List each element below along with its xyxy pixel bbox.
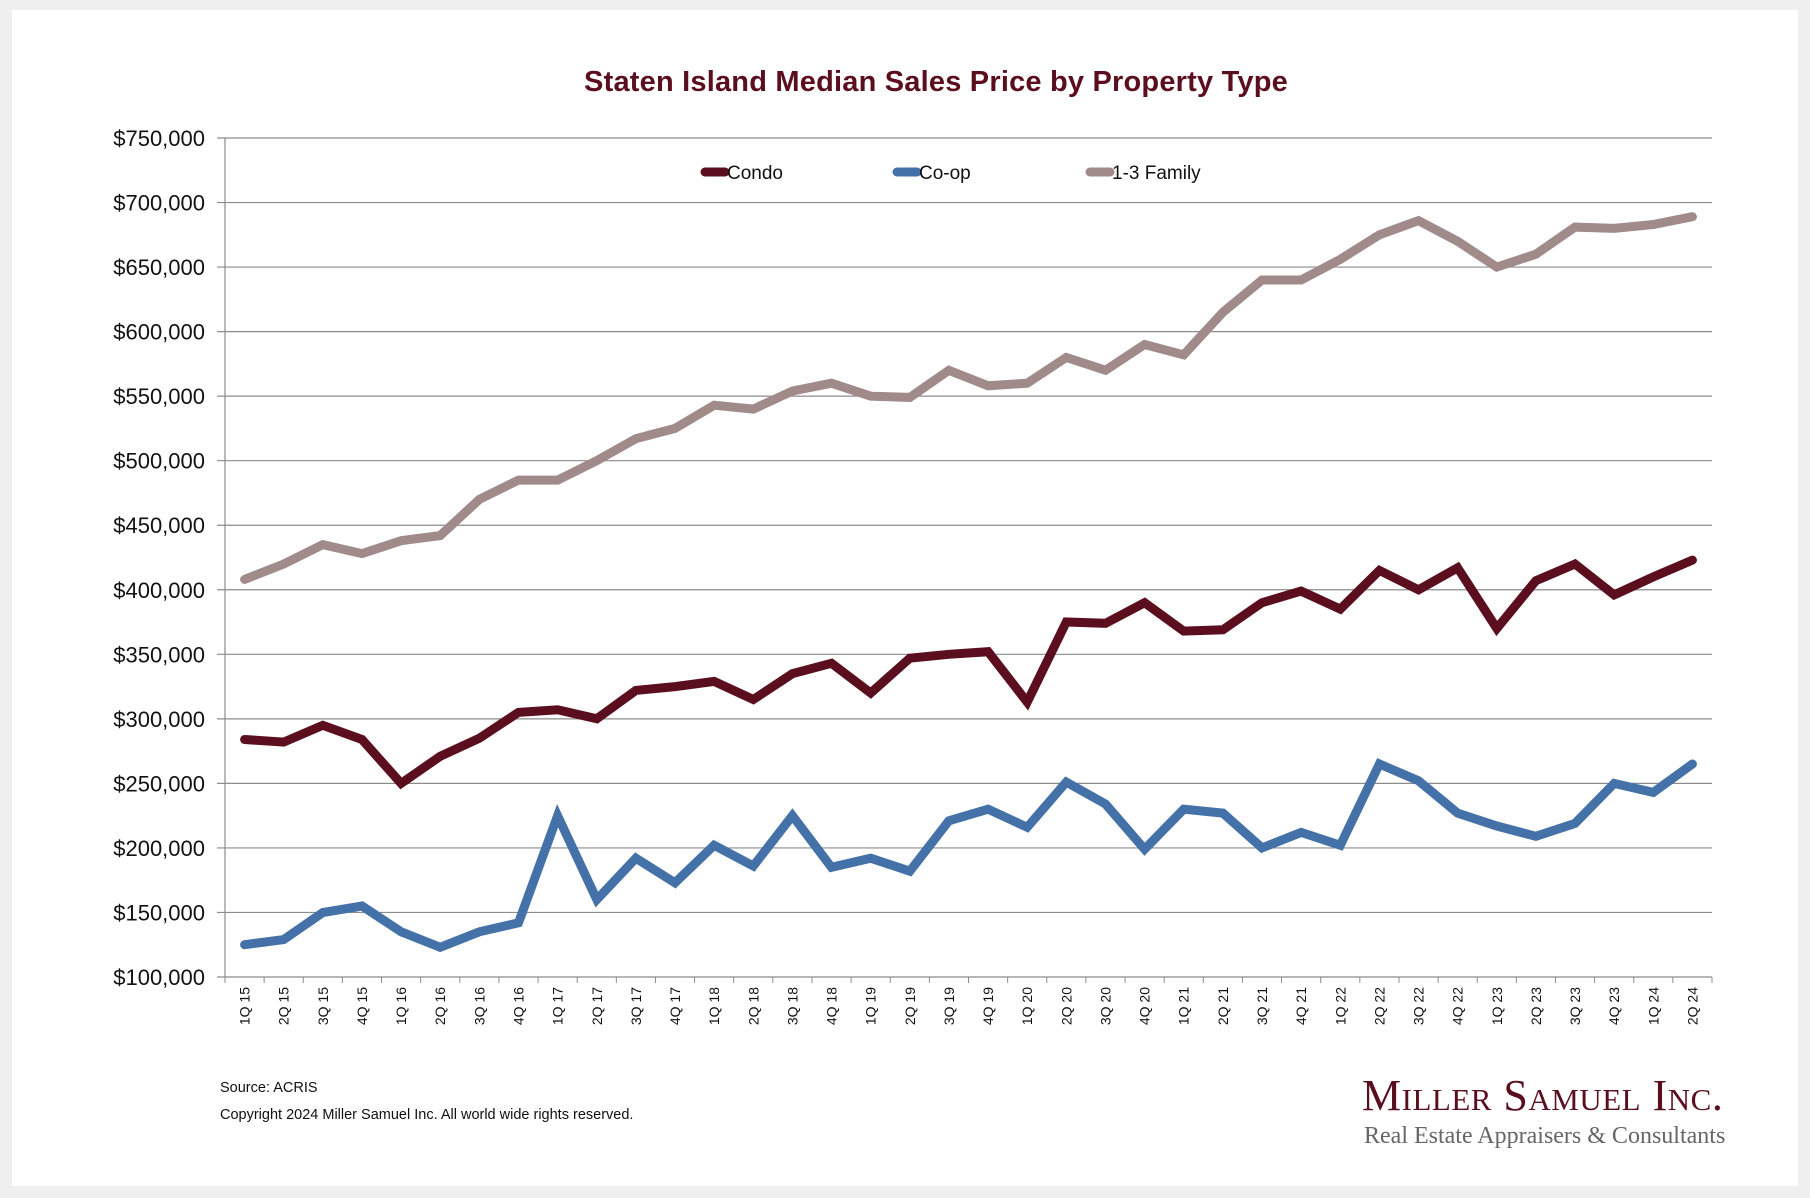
x-tick-label: 2Q 17 xyxy=(589,987,605,1025)
y-tick-label: $300,000 xyxy=(113,707,205,732)
company-logo-tagline: Real Estate Appraisers & Consultants xyxy=(1364,1123,1726,1149)
x-tick-label: 3Q 15 xyxy=(315,987,331,1025)
y-tick-label: $200,000 xyxy=(113,836,205,861)
series-line-1-3-family xyxy=(240,212,1697,584)
x-tick-label: 3Q 19 xyxy=(941,987,957,1025)
x-tick-label: 2Q 21 xyxy=(1215,987,1231,1025)
y-tick-label: $650,000 xyxy=(113,255,205,280)
y-tick-label: $450,000 xyxy=(113,513,205,538)
x-tick-label: 2Q 16 xyxy=(432,987,448,1025)
x-tick-label: 2Q 19 xyxy=(902,987,918,1025)
company-logo-name: Miller Samuel Inc. xyxy=(1362,1071,1724,1120)
x-tick-label: 3Q 23 xyxy=(1567,987,1583,1025)
x-tick-label: 1Q 16 xyxy=(393,987,409,1025)
x-tick-label: 3Q 20 xyxy=(1097,987,1113,1025)
x-tick-label: 1Q 20 xyxy=(1019,987,1035,1025)
x-tick-label: 3Q 17 xyxy=(628,987,644,1025)
legend-label: Condo xyxy=(727,163,783,184)
x-tick-label: 1Q 22 xyxy=(1332,987,1348,1025)
line-chart: $100,000 $150,000 $200,000 $250,000 $300,000… xyxy=(113,126,1713,1025)
x-tick-label: 1Q 18 xyxy=(706,987,722,1025)
y-tick-label: $700,000 xyxy=(113,191,205,216)
x-tick-label: 4Q 22 xyxy=(1450,987,1466,1025)
source-note: Source: ACRIS xyxy=(220,1080,318,1096)
x-tick-label: 4Q 16 xyxy=(510,987,526,1025)
y-tick-label: $250,000 xyxy=(113,771,205,796)
x-tick-label: 1Q 15 xyxy=(237,987,253,1025)
x-tick-label: 2Q 15 xyxy=(276,987,292,1025)
series-line-co-op xyxy=(240,758,1697,953)
x-tick-label: 4Q 15 xyxy=(354,987,370,1025)
x-tick-label: 3Q 18 xyxy=(784,987,800,1025)
legend-label: 1-3 Family xyxy=(1112,163,1201,184)
x-tick-label: 4Q 23 xyxy=(1606,987,1622,1025)
x-tick-label: 1Q 24 xyxy=(1645,987,1661,1025)
chart-title: Staten Island Median Sales Price by Prop… xyxy=(584,66,1288,98)
legend-label: Co-op xyxy=(919,163,971,184)
y-tick-label: $350,000 xyxy=(113,642,205,667)
x-tick-label: 4Q 20 xyxy=(1137,987,1153,1025)
x-tick-label: 4Q 18 xyxy=(824,987,840,1025)
series-line-condo xyxy=(240,555,1697,790)
x-tick-label: 1Q 21 xyxy=(1176,987,1192,1025)
x-tick-label: 1Q 17 xyxy=(550,987,566,1025)
x-tick-label: 2Q 24 xyxy=(1684,987,1700,1025)
x-tick-label: 3Q 21 xyxy=(1254,987,1270,1025)
y-tick-label: $400,000 xyxy=(113,578,205,603)
x-tick-label: 2Q 23 xyxy=(1528,987,1544,1025)
x-tick-label: 2Q 18 xyxy=(745,987,761,1025)
x-tick-label: 2Q 20 xyxy=(1058,987,1074,1025)
x-tick-label: 3Q 22 xyxy=(1411,987,1427,1025)
y-tick-label: $500,000 xyxy=(113,449,205,474)
y-tick-label: $150,000 xyxy=(113,900,205,925)
x-tick-label: 1Q 23 xyxy=(1489,987,1505,1025)
y-tick-label: $600,000 xyxy=(113,320,205,345)
x-tick-label: 4Q 21 xyxy=(1293,987,1309,1025)
y-tick-label: $550,000 xyxy=(113,384,205,409)
x-tick-label: 4Q 17 xyxy=(667,987,683,1025)
copyright-note: Copyright 2024 Miller Samuel Inc. All wo… xyxy=(220,1107,634,1123)
y-tick-label: $100,000 xyxy=(113,965,205,990)
x-tick-label: 3Q 16 xyxy=(471,987,487,1025)
chart-card xyxy=(12,10,1798,1186)
y-tick-label: $750,000 xyxy=(113,126,205,151)
x-tick-label: 2Q 22 xyxy=(1371,987,1387,1025)
x-tick-label: 4Q 19 xyxy=(980,987,996,1025)
x-tick-label: 1Q 19 xyxy=(863,987,879,1025)
